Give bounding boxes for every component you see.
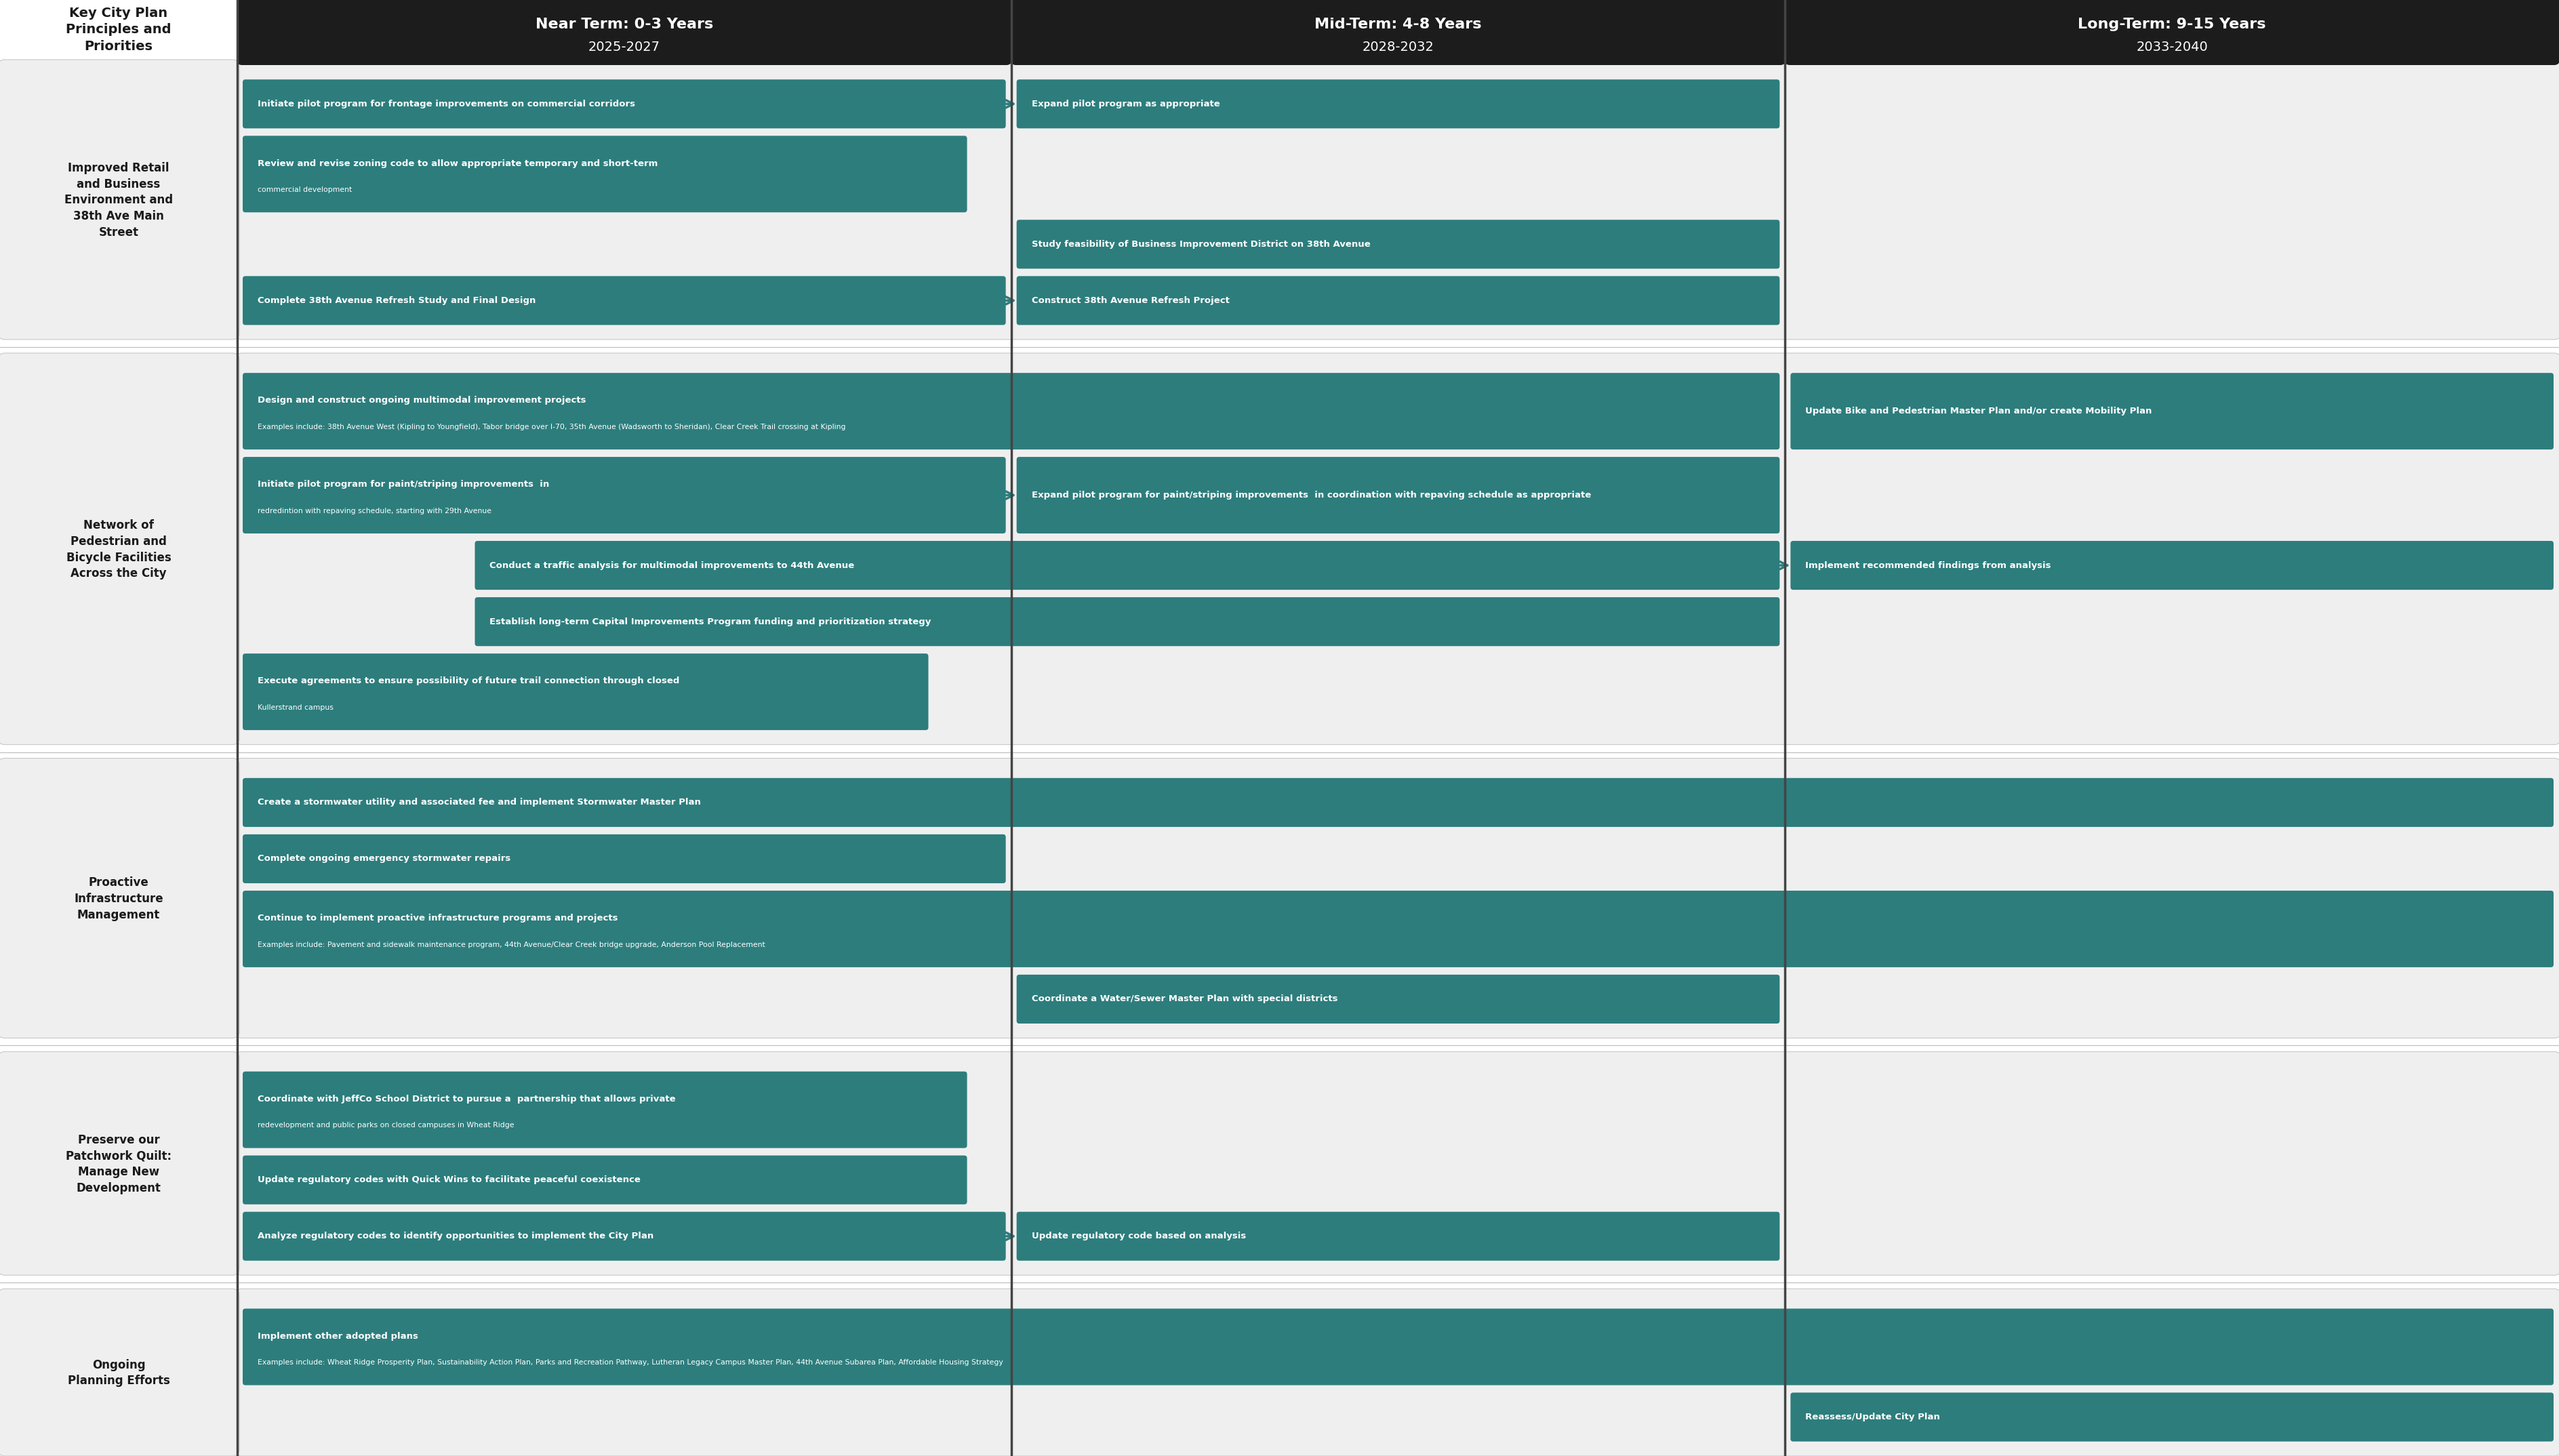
FancyBboxPatch shape: [0, 1289, 241, 1456]
FancyBboxPatch shape: [243, 1211, 1006, 1261]
Text: Complete ongoing emergency stormwater repairs: Complete ongoing emergency stormwater re…: [258, 855, 512, 863]
Text: Continue to implement proactive infrastructure programs and projects: Continue to implement proactive infrastr…: [258, 914, 617, 923]
Text: Near Term: 0-3 Years: Near Term: 0-3 Years: [535, 17, 714, 31]
FancyBboxPatch shape: [1011, 0, 1786, 66]
Text: Key City Plan
Principles and
Priorities: Key City Plan Principles and Priorities: [67, 7, 171, 52]
Text: Examples include: Pavement and sidewalk maintenance program, 44th Avenue/Clear C: Examples include: Pavement and sidewalk …: [258, 941, 765, 948]
FancyBboxPatch shape: [243, 778, 2554, 827]
Text: Mid-Term: 4-8 Years: Mid-Term: 4-8 Years: [1315, 17, 1482, 31]
Text: Coordinate a Water/Sewer Master Plan with special districts: Coordinate a Water/Sewer Master Plan wit…: [1031, 994, 1338, 1003]
FancyBboxPatch shape: [243, 277, 1006, 325]
FancyBboxPatch shape: [1016, 80, 1779, 128]
Text: Expand pilot program as appropriate: Expand pilot program as appropriate: [1031, 99, 1221, 108]
Text: redredintion with repaving schedule, starting with 29th Avenue: redredintion with repaving schedule, sta…: [258, 508, 491, 514]
Text: Network of
Pedestrian and
Bicycle Facilities
Across the City: Network of Pedestrian and Bicycle Facili…: [67, 520, 171, 579]
FancyBboxPatch shape: [1016, 220, 1779, 269]
Text: Long-Term: 9-15 Years: Long-Term: 9-15 Years: [2078, 17, 2267, 31]
FancyBboxPatch shape: [235, 759, 2559, 1038]
FancyBboxPatch shape: [1791, 540, 2554, 590]
Text: Update Bike and Pedestrian Master Plan and/or create Mobility Plan: Update Bike and Pedestrian Master Plan a…: [1807, 406, 2152, 415]
FancyBboxPatch shape: [1791, 1392, 2554, 1441]
FancyBboxPatch shape: [235, 1289, 2559, 1456]
Text: Create a stormwater utility and associated fee and implement Stormwater Master P: Create a stormwater utility and associat…: [258, 798, 701, 807]
Text: 2033-2040: 2033-2040: [2137, 41, 2208, 54]
Text: Conduct a traffic analysis for multimodal improvements to 44th Avenue: Conduct a traffic analysis for multimoda…: [489, 561, 855, 569]
Text: Initiate pilot program for frontage improvements on commercial corridors: Initiate pilot program for frontage impr…: [258, 99, 635, 108]
FancyBboxPatch shape: [476, 540, 1779, 590]
FancyBboxPatch shape: [235, 60, 2559, 339]
Text: Implement other adopted plans: Implement other adopted plans: [258, 1332, 417, 1341]
Text: Expand pilot program for paint/striping improvements  in coordination with repav: Expand pilot program for paint/striping …: [1031, 491, 1592, 499]
FancyBboxPatch shape: [0, 60, 241, 339]
FancyBboxPatch shape: [1016, 277, 1779, 325]
FancyBboxPatch shape: [243, 891, 2554, 967]
FancyBboxPatch shape: [0, 1051, 241, 1275]
FancyBboxPatch shape: [235, 1051, 2559, 1275]
Text: Update regulatory code based on analysis: Update regulatory code based on analysis: [1031, 1232, 1246, 1241]
FancyBboxPatch shape: [235, 0, 1011, 66]
FancyBboxPatch shape: [1016, 1211, 1779, 1261]
Text: Kullerstrand campus: Kullerstrand campus: [258, 705, 333, 711]
FancyBboxPatch shape: [0, 354, 241, 744]
Text: commercial development: commercial development: [258, 186, 353, 194]
FancyBboxPatch shape: [1791, 373, 2554, 450]
Text: Reassess/Update City Plan: Reassess/Update City Plan: [1807, 1412, 1940, 1421]
Text: Examples include: 38th Avenue West (Kipling to Youngfield), Tabor bridge over I-: Examples include: 38th Avenue West (Kipl…: [258, 424, 844, 430]
Text: Proactive
Infrastructure
Management: Proactive Infrastructure Management: [74, 877, 164, 920]
Text: Implement recommended findings from analysis: Implement recommended findings from anal…: [1807, 561, 2052, 569]
Text: 2025-2027: 2025-2027: [589, 41, 660, 54]
FancyBboxPatch shape: [1784, 0, 2559, 66]
FancyBboxPatch shape: [243, 373, 1779, 450]
Text: Ongoing
Planning Efforts: Ongoing Planning Efforts: [67, 1358, 169, 1388]
Text: Design and construct ongoing multimodal improvement projects: Design and construct ongoing multimodal …: [258, 396, 586, 405]
FancyBboxPatch shape: [243, 1156, 967, 1204]
FancyBboxPatch shape: [243, 1072, 967, 1147]
FancyBboxPatch shape: [1016, 457, 1779, 533]
FancyBboxPatch shape: [0, 759, 241, 1038]
FancyBboxPatch shape: [243, 457, 1006, 533]
Text: Improved Retail
and Business
Environment and
38th Ave Main
Street: Improved Retail and Business Environment…: [64, 162, 174, 239]
Text: Initiate pilot program for paint/striping improvements  in: Initiate pilot program for paint/stripin…: [258, 480, 550, 489]
Text: Analyze regulatory codes to identify opportunities to implement the City Plan: Analyze regulatory codes to identify opp…: [258, 1232, 653, 1241]
Text: redevelopment and public parks on closed campuses in Wheat Ridge: redevelopment and public parks on closed…: [258, 1123, 514, 1128]
FancyBboxPatch shape: [1016, 974, 1779, 1024]
Text: Review and revise zoning code to allow appropriate temporary and short-term: Review and revise zoning code to allow a…: [258, 159, 658, 167]
Text: Construct 38th Avenue Refresh Project: Construct 38th Avenue Refresh Project: [1031, 296, 1228, 304]
Text: Complete 38th Avenue Refresh Study and Final Design: Complete 38th Avenue Refresh Study and F…: [258, 296, 535, 304]
FancyBboxPatch shape: [243, 834, 1006, 884]
Text: 2028-2032: 2028-2032: [1361, 41, 1433, 54]
Text: Execute agreements to ensure possibility of future trail connection through clos: Execute agreements to ensure possibility…: [258, 677, 681, 686]
Text: Preserve our
Patchwork Quilt:
Manage New
Development: Preserve our Patchwork Quilt: Manage New…: [67, 1134, 171, 1194]
Text: Study feasibility of Business Improvement District on 38th Avenue: Study feasibility of Business Improvemen…: [1031, 240, 1369, 249]
Text: Coordinate with JeffCo School District to pursue a  partnership that allows priv: Coordinate with JeffCo School District t…: [258, 1095, 676, 1104]
FancyBboxPatch shape: [243, 654, 929, 729]
Text: Establish long-term Capital Improvements Program funding and prioritization stra: Establish long-term Capital Improvements…: [489, 617, 931, 626]
FancyBboxPatch shape: [243, 80, 1006, 128]
FancyBboxPatch shape: [243, 1309, 2554, 1385]
FancyBboxPatch shape: [476, 597, 1779, 646]
Text: Examples include: Wheat Ridge Prosperity Plan, Sustainability Action Plan, Parks: Examples include: Wheat Ridge Prosperity…: [258, 1358, 1003, 1366]
FancyBboxPatch shape: [235, 354, 2559, 744]
FancyBboxPatch shape: [243, 135, 967, 213]
Text: Update regulatory codes with Quick Wins to facilitate peaceful coexistence: Update regulatory codes with Quick Wins …: [258, 1175, 640, 1184]
